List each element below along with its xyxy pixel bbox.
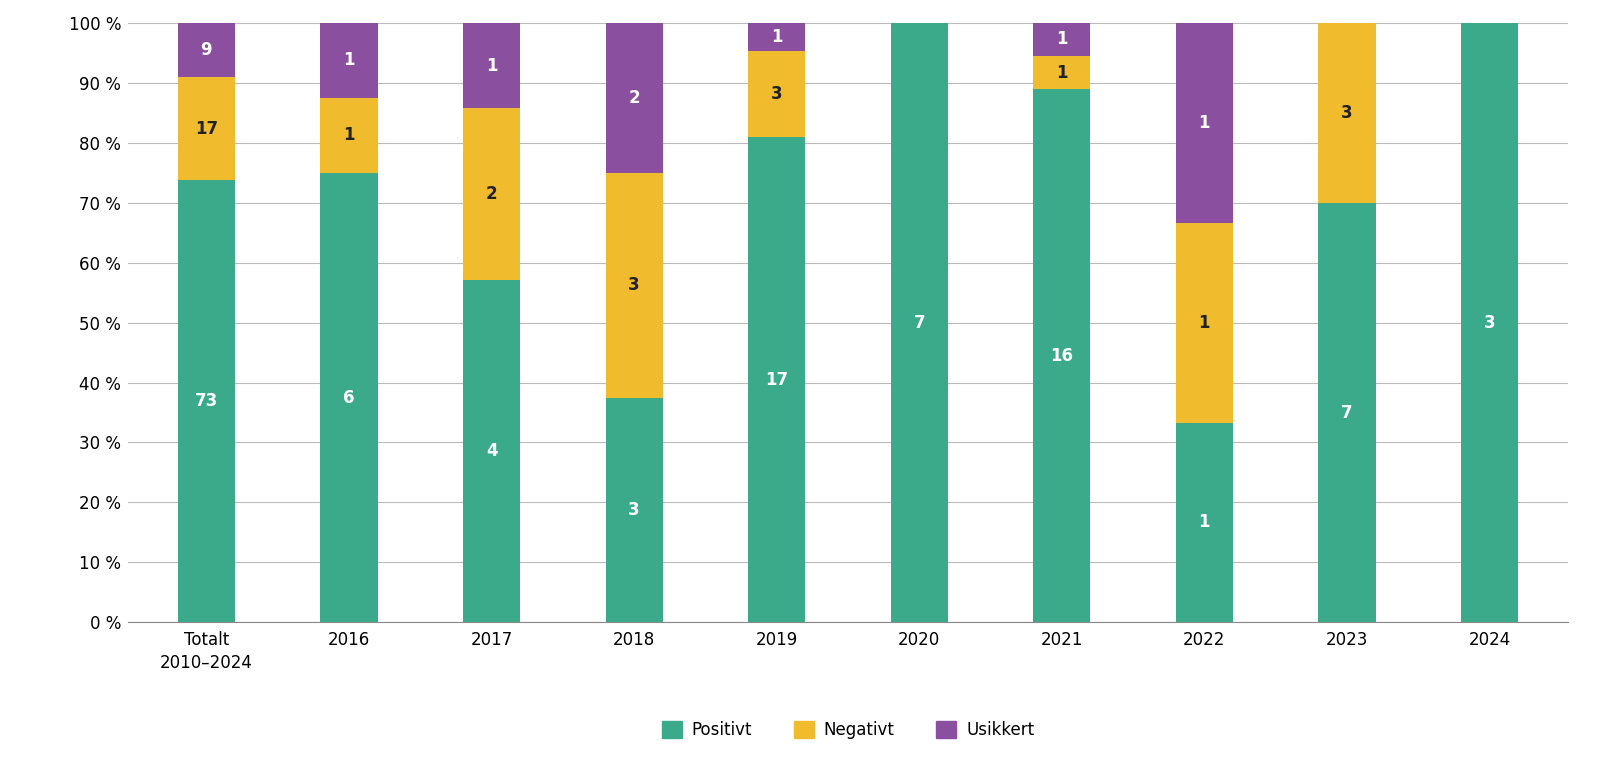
Text: 7: 7: [914, 313, 925, 332]
Text: 1: 1: [1198, 513, 1210, 531]
Text: 1: 1: [1198, 114, 1210, 132]
Text: 3: 3: [1483, 313, 1496, 332]
Text: 6: 6: [344, 389, 355, 407]
Bar: [1176, 423, 1234, 622]
Bar: [1318, 23, 1376, 203]
Bar: [1034, 56, 1090, 90]
Bar: [462, 109, 520, 280]
Text: 1: 1: [344, 126, 355, 144]
Bar: [1461, 23, 1518, 622]
Text: 1: 1: [771, 28, 782, 46]
Text: 1: 1: [344, 52, 355, 69]
Bar: [606, 172, 662, 398]
Text: 3: 3: [1341, 104, 1354, 121]
Text: 4: 4: [486, 442, 498, 460]
Bar: [606, 23, 662, 172]
Text: 1: 1: [1056, 64, 1067, 82]
Legend: Positivt, Negativt, Usikkert: Positivt, Negativt, Usikkert: [654, 714, 1042, 746]
Text: 3: 3: [771, 85, 782, 103]
Bar: [320, 98, 378, 172]
Text: 3: 3: [629, 501, 640, 519]
Bar: [1034, 23, 1090, 56]
Text: 2: 2: [629, 89, 640, 107]
Text: 1: 1: [1056, 30, 1067, 49]
Text: 2: 2: [486, 185, 498, 203]
Bar: [1176, 222, 1234, 423]
Bar: [1318, 203, 1376, 622]
Bar: [891, 23, 947, 622]
Bar: [606, 398, 662, 622]
Bar: [749, 137, 805, 622]
Bar: [1034, 90, 1090, 622]
Text: 9: 9: [200, 41, 213, 59]
Text: 1: 1: [486, 57, 498, 74]
Bar: [320, 23, 378, 98]
Text: 1: 1: [1198, 313, 1210, 332]
Text: 17: 17: [195, 120, 218, 138]
Text: 73: 73: [195, 392, 218, 411]
Bar: [320, 172, 378, 622]
Bar: [749, 23, 805, 52]
Bar: [749, 52, 805, 137]
Bar: [178, 180, 235, 622]
Bar: [1176, 23, 1234, 222]
Text: 3: 3: [629, 276, 640, 294]
Text: 17: 17: [765, 370, 789, 389]
Text: 16: 16: [1050, 347, 1074, 365]
Bar: [178, 23, 235, 77]
Bar: [178, 77, 235, 180]
Bar: [462, 280, 520, 622]
Bar: [462, 23, 520, 109]
Text: 7: 7: [1341, 404, 1354, 421]
